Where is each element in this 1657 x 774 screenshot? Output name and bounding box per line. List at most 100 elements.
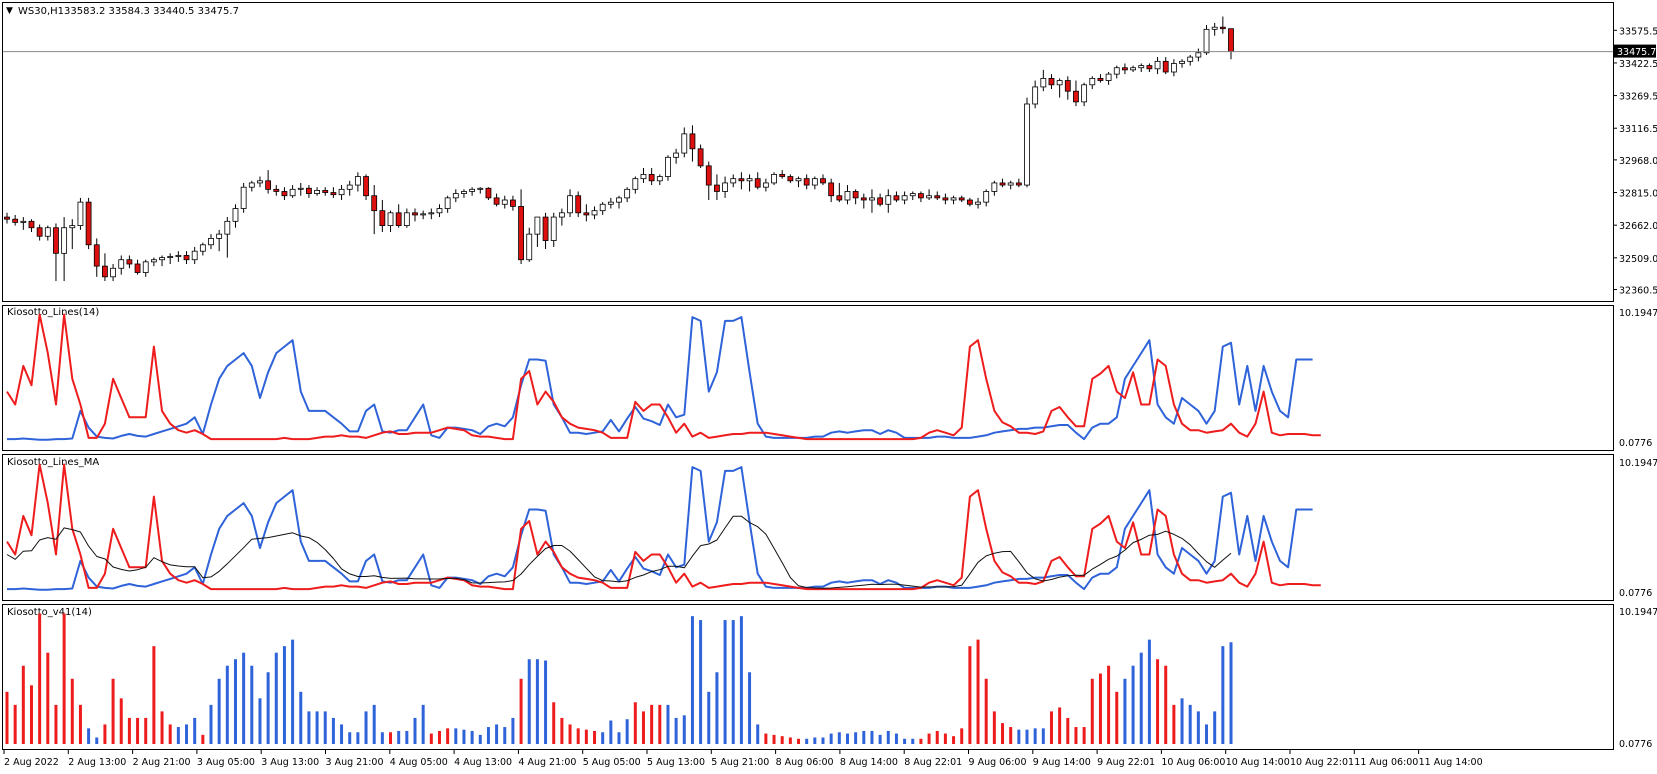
histogram-bar xyxy=(805,738,809,744)
histogram-bar xyxy=(1213,711,1217,744)
candle xyxy=(1162,57,1169,75)
candle xyxy=(966,197,973,207)
candle xyxy=(591,206,598,220)
candle xyxy=(860,193,867,209)
candle xyxy=(746,174,753,192)
histogram-bar xyxy=(1156,659,1160,744)
histogram-bar xyxy=(943,733,947,744)
histogram-bar xyxy=(658,704,662,744)
histogram-bar xyxy=(111,678,115,744)
kiosotto-lines-ma-panel[interactable] xyxy=(2,454,1614,601)
time-tick-label: 2 Aug 13:00 xyxy=(68,757,126,768)
time-tick-label: 4 Aug 21:00 xyxy=(518,757,576,768)
candle xyxy=(1105,72,1112,85)
histogram-bar xyxy=(503,727,507,744)
candle xyxy=(828,178,835,203)
histogram-bar xyxy=(299,691,303,744)
histogram-bar xyxy=(682,715,686,744)
histogram-bar xyxy=(13,704,17,744)
histogram-bar xyxy=(715,672,719,744)
candle xyxy=(53,223,59,282)
candle xyxy=(1040,69,1047,92)
current-price-label: 33475.7 xyxy=(1617,47,1656,58)
red-line xyxy=(6,463,1321,591)
candle xyxy=(85,197,92,250)
candle xyxy=(265,170,272,194)
candle xyxy=(61,217,68,282)
candle xyxy=(1138,63,1145,72)
histogram-bar xyxy=(845,733,849,744)
histogram-bar xyxy=(674,717,678,744)
histogram-bar xyxy=(1107,665,1111,744)
time-axis: 2 Aug 2022 2 Aug 13:00 2 Aug 21:00 3 Aug 05… xyxy=(3,750,1483,768)
histogram-bar xyxy=(878,734,882,744)
kiosotto-lines-series xyxy=(6,313,1321,441)
candle xyxy=(811,176,818,190)
kiosotto-lines-panel[interactable] xyxy=(2,305,1614,451)
histogram-bar xyxy=(29,685,33,744)
histogram-bar xyxy=(372,704,376,744)
price-tick-label: 33269.5 xyxy=(1619,92,1657,103)
candle xyxy=(273,185,280,196)
histogram-bar xyxy=(1180,698,1184,744)
candle xyxy=(118,255,125,275)
candle xyxy=(28,219,35,232)
histogram-bar xyxy=(976,639,980,744)
histogram-bar xyxy=(1196,711,1200,744)
candle xyxy=(1032,80,1039,109)
price-tick-label: 33422.5 xyxy=(1619,59,1657,70)
time-tick-label: 10 Aug 22:01 xyxy=(1290,757,1354,768)
histogram-bar xyxy=(894,733,898,744)
time-tick-label: 10 Aug 14:00 xyxy=(1226,757,1290,768)
time-tick-label: 2 Aug 21:00 xyxy=(133,757,191,768)
histogram-bar xyxy=(201,734,205,744)
histogram-bar xyxy=(413,717,417,744)
histogram-bar xyxy=(707,691,711,744)
histogram-bar xyxy=(927,733,931,744)
histogram-bar xyxy=(666,704,670,744)
histogram-bar xyxy=(772,734,776,744)
histogram-bar xyxy=(699,620,703,744)
candle xyxy=(1154,57,1161,75)
current-price-line: 33475.7 xyxy=(3,44,1656,58)
histogram-bar xyxy=(168,724,172,744)
candles-layer xyxy=(4,16,1234,282)
indicator-axes: 10.1947 0.0776 10.1947 0.0776 10.1947 0.0776 xyxy=(1619,308,1657,750)
time-tick-label: 5 Aug 21:00 xyxy=(711,757,769,768)
candle xyxy=(1170,59,1177,77)
kiosotto-histogram-panel[interactable] xyxy=(2,604,1614,750)
candle xyxy=(673,148,680,164)
candle xyxy=(1073,80,1079,107)
histogram-bar xyxy=(160,711,164,744)
candle xyxy=(558,208,565,226)
candle xyxy=(510,195,516,211)
candle xyxy=(983,189,990,207)
histogram-bar xyxy=(641,711,645,744)
candle xyxy=(697,144,704,168)
histogram-bar xyxy=(1205,724,1209,744)
blue-line xyxy=(7,316,1313,441)
collapse-triangle-icon[interactable]: ▼ xyxy=(6,6,13,16)
histogram-bar xyxy=(429,733,433,744)
candle xyxy=(126,255,133,269)
histogram-bar xyxy=(1139,652,1143,744)
price-panel[interactable] xyxy=(2,2,1614,302)
candle xyxy=(771,172,777,186)
histogram-bar xyxy=(242,652,246,744)
candle xyxy=(216,229,223,252)
candle xyxy=(901,191,908,205)
candle xyxy=(730,174,737,188)
red-line xyxy=(6,313,1321,441)
histogram-bar xyxy=(38,613,42,744)
candle xyxy=(754,172,761,190)
candle xyxy=(12,214,19,226)
histogram-bar xyxy=(54,704,58,744)
indicator-tick-label: 0.0776 xyxy=(1619,588,1652,599)
histogram-bar xyxy=(348,732,352,744)
price-tick-label: 32360.5 xyxy=(1619,285,1657,296)
candle xyxy=(820,174,826,186)
price-header: ▼ WS30,H1 33583.2 33584.3 33440.5 33475.… xyxy=(6,6,239,17)
candle xyxy=(77,197,84,230)
histogram-bar xyxy=(1221,646,1225,744)
